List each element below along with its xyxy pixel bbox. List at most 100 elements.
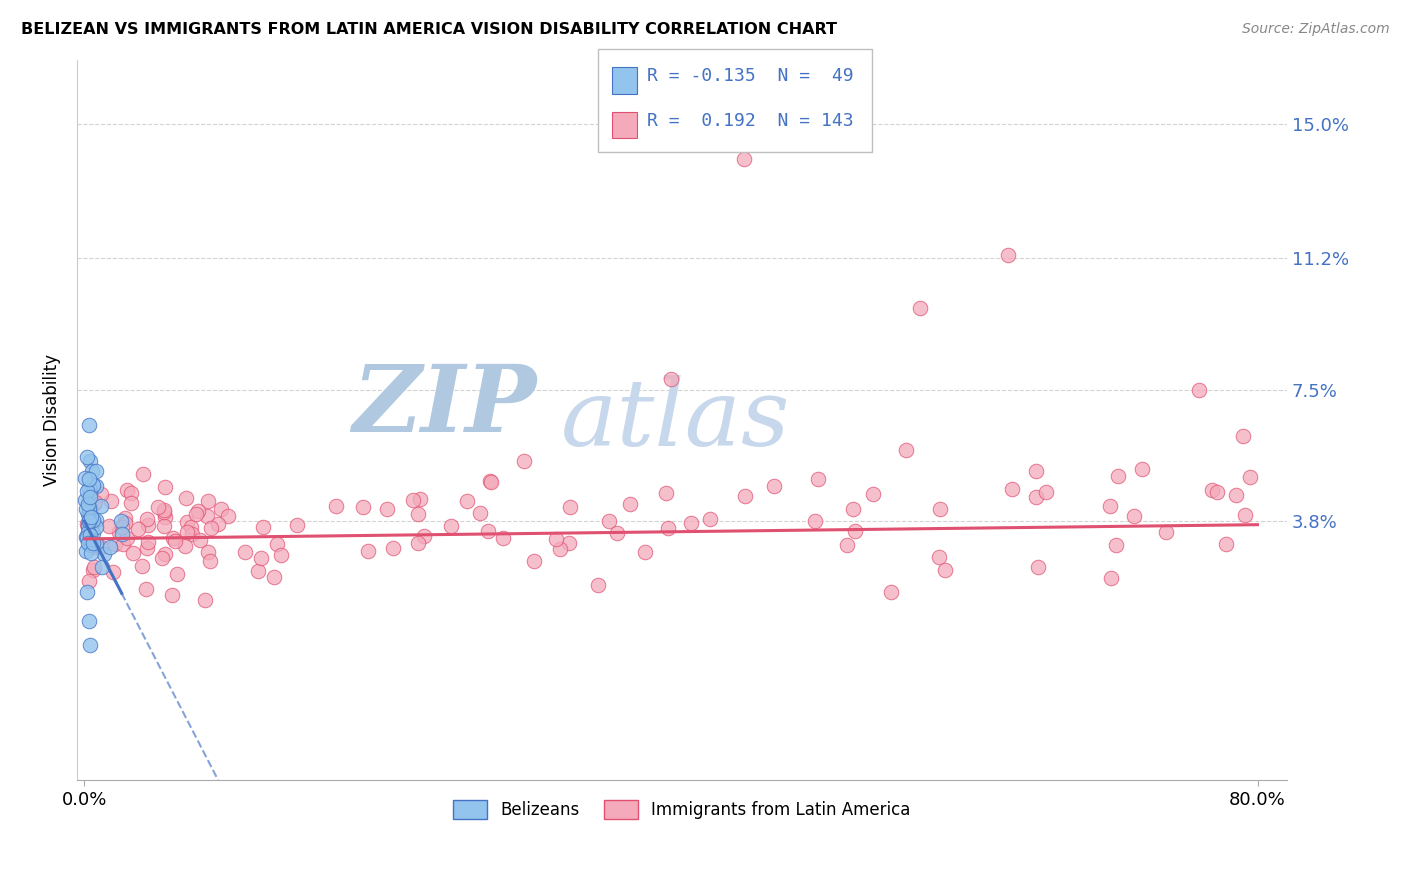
Point	[79, 574, 101, 588]
Point	[82, 478, 104, 492]
Point	[406, 508, 429, 522]
Point	[285, 518, 308, 533]
Legend: Belizeans, Immigrants from Latin America: Belizeans, Immigrants from Latin America	[447, 794, 917, 826]
Point	[548, 541, 571, 556]
Point	[619, 497, 641, 511]
Point	[79, 546, 101, 560]
Point	[928, 502, 950, 516]
Point	[162, 531, 184, 545]
Point	[250, 550, 273, 565]
Point	[135, 582, 157, 596]
Point	[176, 515, 198, 529]
Point	[180, 520, 202, 534]
Point	[166, 566, 188, 581]
Point	[402, 493, 425, 508]
Point	[598, 514, 620, 528]
Point	[77, 501, 100, 516]
Text: atlas: atlas	[561, 375, 790, 465]
Point	[844, 524, 866, 538]
Point	[82, 513, 104, 527]
Point	[546, 532, 568, 546]
Point	[1239, 470, 1261, 484]
Point	[586, 578, 609, 592]
Point	[121, 546, 143, 560]
Point	[77, 514, 100, 528]
Point	[606, 526, 628, 541]
Point	[127, 522, 149, 536]
Point	[558, 536, 581, 550]
Point	[100, 494, 122, 508]
Point	[76, 535, 98, 549]
Point	[83, 495, 105, 509]
Point	[84, 478, 107, 492]
Point	[492, 531, 515, 545]
Point	[997, 248, 1019, 262]
Point	[153, 503, 176, 517]
Point	[115, 531, 138, 545]
Point	[209, 502, 232, 516]
Text: ZIP: ZIP	[353, 360, 537, 450]
Point	[90, 540, 112, 554]
Point	[188, 533, 211, 548]
Point	[79, 472, 101, 486]
Point	[77, 481, 100, 495]
Point	[479, 475, 502, 489]
Point	[478, 474, 501, 488]
Point	[108, 525, 131, 540]
Point	[1215, 537, 1237, 551]
Point	[138, 535, 160, 549]
Point	[657, 521, 679, 535]
Point	[325, 499, 347, 513]
Text: BELIZEAN VS IMMIGRANTS FROM LATIN AMERICA VISION DISABILITY CORRELATION CHART: BELIZEAN VS IMMIGRANTS FROM LATIN AMERIC…	[21, 22, 837, 37]
Point	[195, 509, 218, 524]
Point	[75, 471, 97, 485]
Point	[1122, 509, 1144, 524]
Point	[928, 549, 950, 564]
Point	[1099, 571, 1122, 585]
Point	[270, 548, 292, 562]
Point	[1188, 383, 1211, 397]
Point	[352, 500, 374, 515]
Point	[1025, 490, 1047, 504]
Point	[136, 512, 159, 526]
Point	[79, 527, 101, 541]
Point	[90, 487, 112, 501]
Point	[409, 491, 432, 506]
Point	[90, 499, 112, 513]
Point	[152, 519, 174, 533]
Point	[266, 537, 288, 551]
Point	[76, 484, 98, 499]
Point	[111, 527, 134, 541]
Point	[523, 554, 546, 568]
Point	[654, 485, 676, 500]
Point	[468, 506, 491, 520]
Point	[136, 541, 159, 555]
Point	[194, 592, 217, 607]
Point	[1225, 488, 1247, 502]
Point	[910, 301, 932, 315]
Point	[1154, 524, 1177, 539]
Text: Source: ZipAtlas.com: Source: ZipAtlas.com	[1241, 22, 1389, 37]
Point	[880, 585, 903, 599]
Point	[456, 493, 478, 508]
Point	[699, 512, 721, 526]
Point	[120, 495, 142, 509]
Point	[148, 500, 170, 515]
Text: R = -0.135  N =  49: R = -0.135 N = 49	[647, 67, 853, 85]
Text: R =  0.192  N = 143: R = 0.192 N = 143	[647, 112, 853, 129]
Point	[1234, 508, 1257, 522]
Point	[77, 520, 100, 534]
Point	[82, 478, 104, 492]
Y-axis label: Vision Disability: Vision Disability	[44, 354, 60, 486]
Point	[132, 467, 155, 482]
Point	[131, 558, 153, 573]
Point	[138, 518, 160, 533]
Point	[842, 501, 865, 516]
Point	[804, 514, 827, 528]
Point	[894, 443, 917, 458]
Point	[1232, 429, 1254, 443]
Point	[679, 516, 702, 531]
Point	[733, 152, 755, 166]
Point	[357, 544, 380, 558]
Point	[153, 509, 176, 524]
